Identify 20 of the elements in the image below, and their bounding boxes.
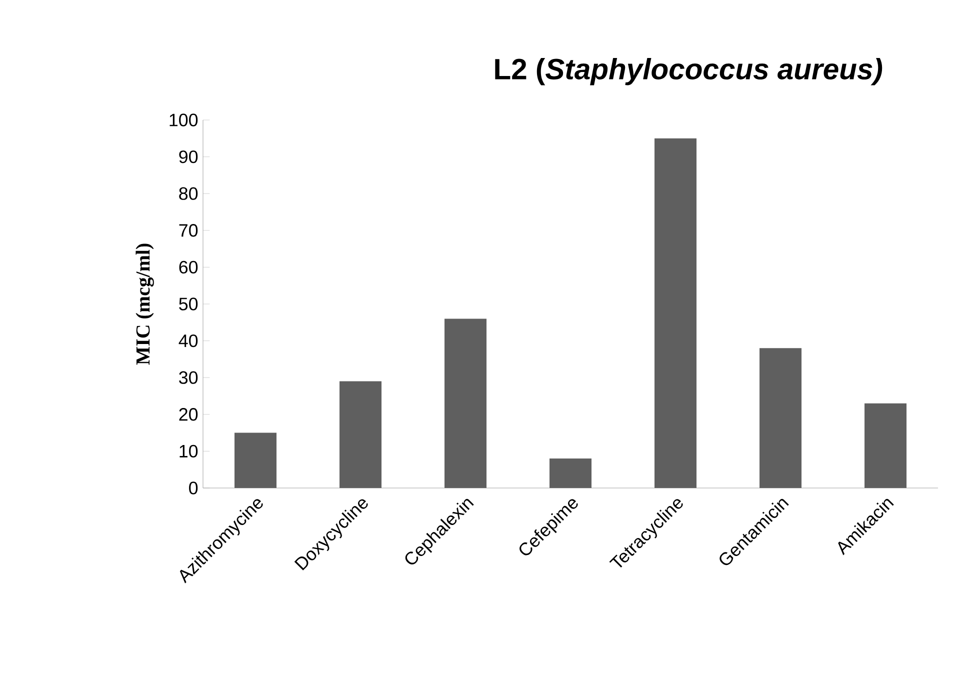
y-tick-label: 70 bbox=[179, 224, 198, 237]
bar bbox=[550, 458, 592, 488]
bar bbox=[654, 138, 697, 488]
bar bbox=[234, 432, 277, 488]
y-tick-label: 30 bbox=[179, 371, 198, 384]
y-tick-label: 0 bbox=[189, 482, 198, 494]
y-tick-label: 60 bbox=[179, 260, 198, 274]
y-tick-label: 80 bbox=[179, 187, 198, 200]
y-axis-title: MIC (mcg/ml) bbox=[136, 244, 154, 365]
y-tick-label: 20 bbox=[179, 408, 198, 421]
y-tick-label: 100 bbox=[170, 114, 198, 126]
bar bbox=[864, 403, 907, 488]
y-tick-label: 40 bbox=[178, 334, 198, 348]
y-tick-label: 50 bbox=[179, 298, 198, 310]
bar bbox=[340, 381, 382, 488]
y-tick-label: 90 bbox=[179, 150, 198, 164]
bar bbox=[444, 318, 487, 488]
chart-title: L2 (Staphylococcus aureus) bbox=[495, 58, 882, 86]
y-tick-label: 10 bbox=[180, 444, 198, 458]
bar bbox=[760, 348, 802, 488]
